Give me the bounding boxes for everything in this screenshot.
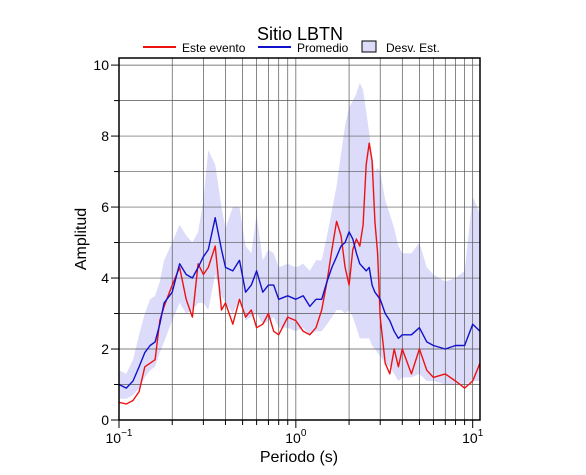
x-axis-label: Periodo (s) <box>260 449 338 466</box>
legend-label: Este evento <box>182 41 246 55</box>
legend-label: Promedio <box>297 41 349 55</box>
plot-area <box>118 57 481 421</box>
y-tick-label: 10 <box>93 57 109 73</box>
x-tick-label: 10−1 <box>106 428 133 446</box>
plot-frame <box>118 57 481 421</box>
y-tick-label: 6 <box>101 199 109 215</box>
x-tick-label: 100 <box>285 428 307 446</box>
y-tick-label: 2 <box>101 341 109 357</box>
ticks-layer: 10−1 100 101 0 2 4 6 8 10 <box>93 57 483 446</box>
series-layer <box>118 142 481 405</box>
legend-label: Desv. Est. <box>386 41 440 55</box>
este-evento-line <box>118 142 481 405</box>
legend-swatch <box>361 40 377 53</box>
y-tick-label: 4 <box>101 270 109 286</box>
legend: Este evento Promedio Desv. Est. <box>143 40 440 55</box>
y-tick-label: 8 <box>101 128 109 144</box>
x-tick-label: 101 <box>462 428 484 446</box>
grid-layer <box>119 58 480 420</box>
chart-title: Sitio LBTN <box>257 24 343 44</box>
promedio-line <box>118 217 481 389</box>
y-tick-label: 0 <box>101 412 109 428</box>
y-axis-label: Amplitud <box>73 208 90 270</box>
